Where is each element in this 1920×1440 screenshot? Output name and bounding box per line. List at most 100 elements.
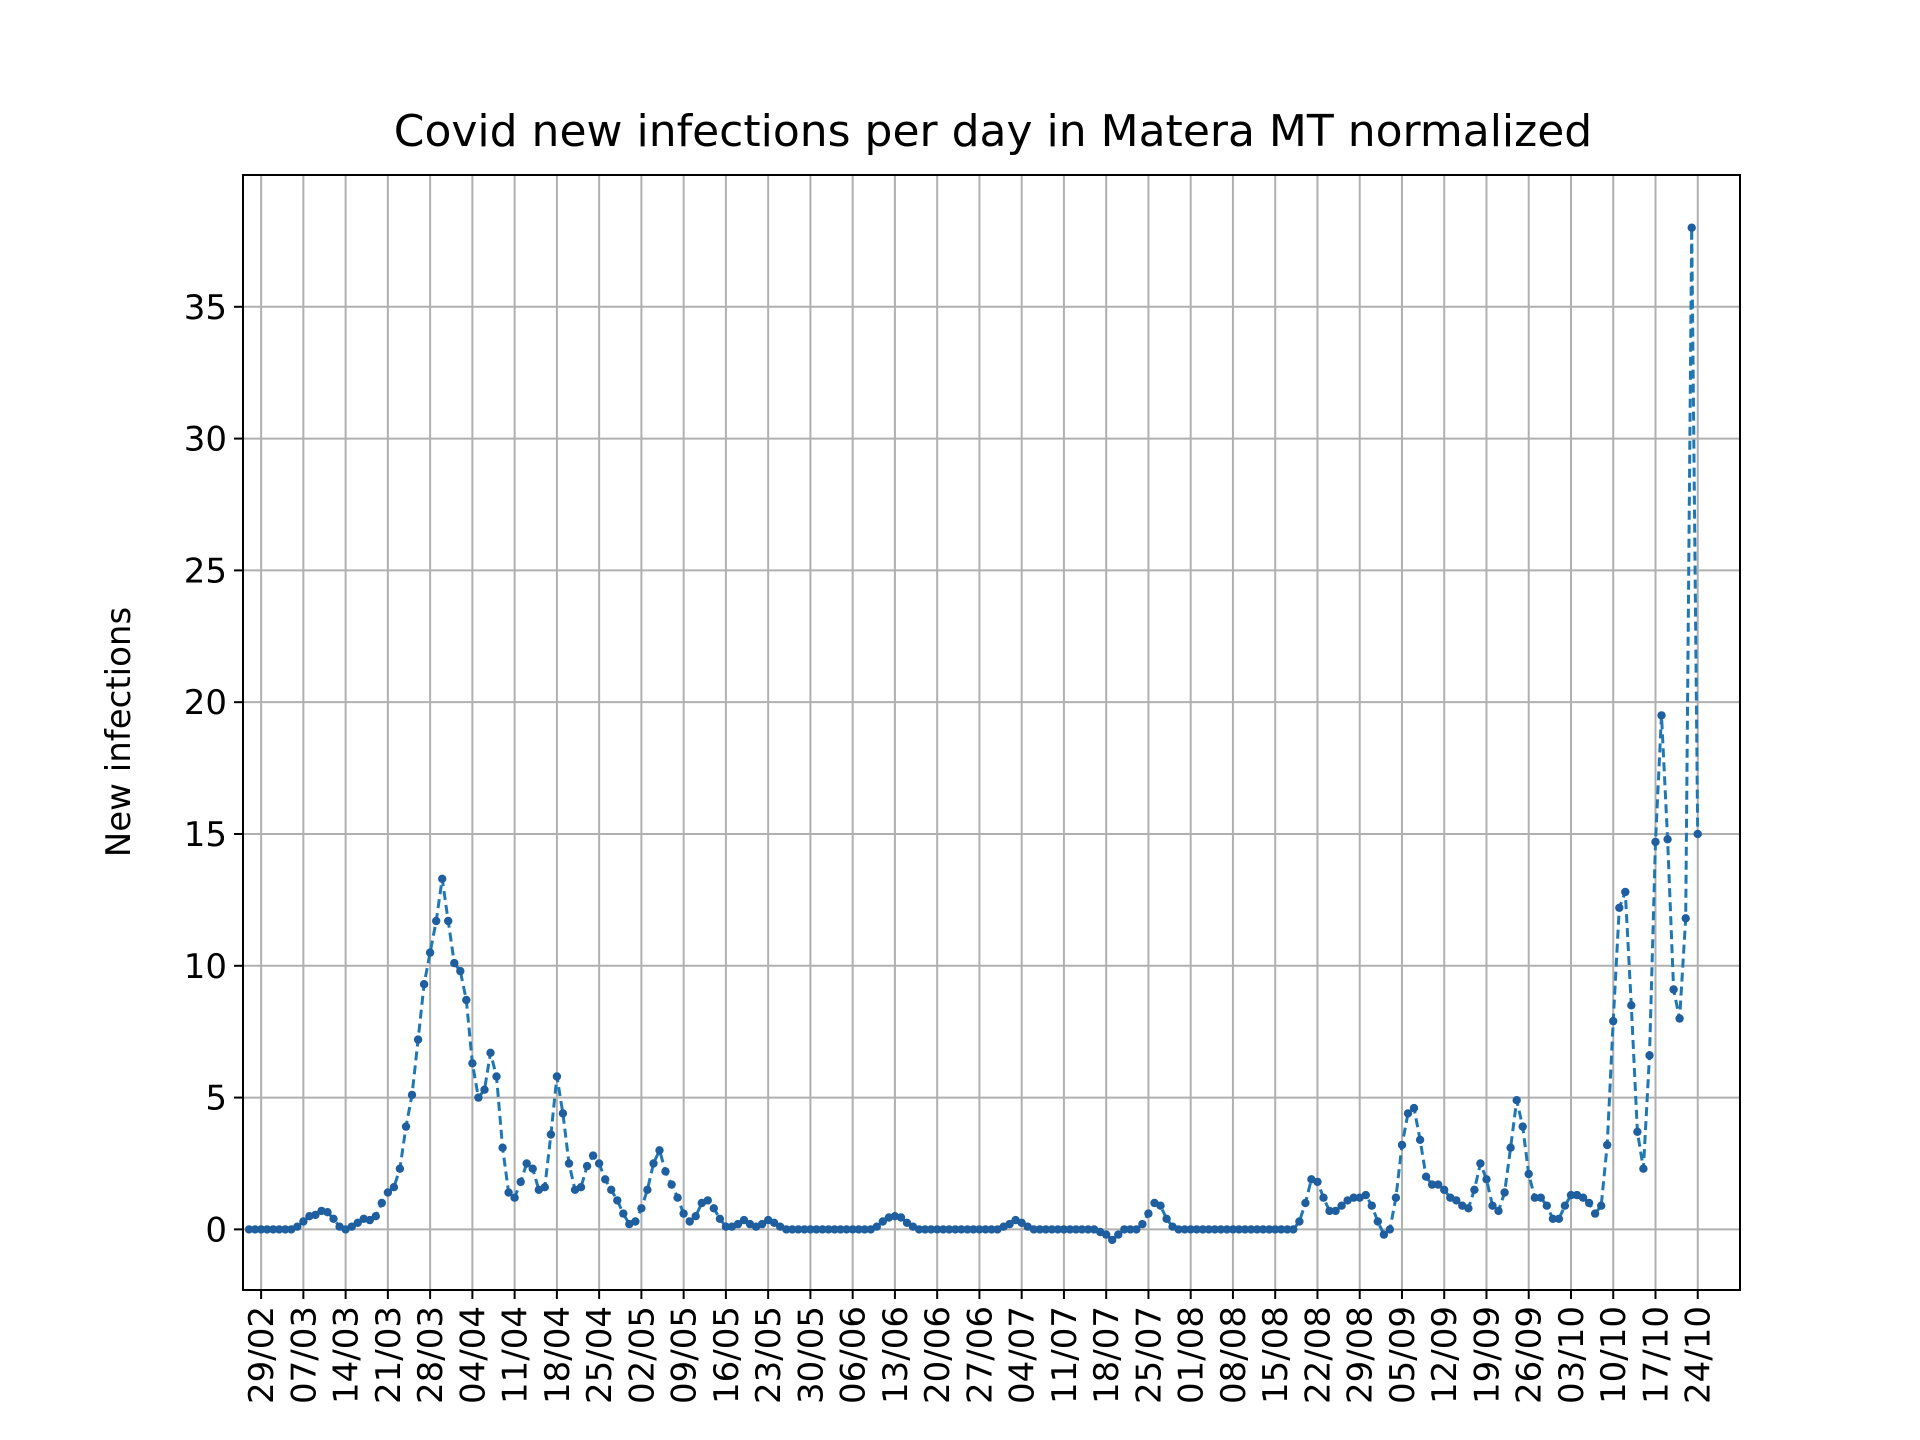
data-point-171 — [1277, 1225, 1286, 1234]
data-point-198 — [1440, 1185, 1449, 1195]
data-point-213 — [1530, 1193, 1540, 1202]
data-point-105 — [878, 1217, 887, 1226]
data-point-164 — [1234, 1225, 1244, 1234]
x-tick-label-19: 11/07 — [1045, 1306, 1085, 1404]
data-point-30 — [425, 948, 435, 957]
data-point-170 — [1271, 1225, 1280, 1234]
x-tick-label-7: 18/04 — [538, 1306, 578, 1404]
data-point-239 — [1687, 223, 1696, 232]
data-point-60 — [607, 1185, 616, 1195]
data-point-57 — [588, 1151, 598, 1160]
data-point-232 — [1645, 1051, 1654, 1060]
data-point-41 — [492, 1072, 501, 1081]
data-point-123 — [987, 1225, 996, 1234]
data-point-139 — [1083, 1225, 1093, 1234]
x-tick-label-25: 22/08 — [1298, 1306, 1338, 1404]
data-point-166 — [1246, 1225, 1256, 1234]
data-point-96 — [824, 1225, 833, 1234]
data-point-217 — [1554, 1214, 1564, 1224]
data-point-5 — [275, 1225, 284, 1234]
data-point-224 — [1597, 1201, 1606, 1210]
data-point-58 — [594, 1159, 604, 1168]
data-point-211 — [1518, 1122, 1527, 1131]
data-point-172 — [1283, 1225, 1292, 1234]
data-point-72 — [679, 1209, 688, 1218]
data-point-102 — [860, 1225, 869, 1234]
y-tick-label-0: 0 — [205, 1210, 227, 1250]
data-point-155 — [1180, 1225, 1189, 1234]
x-tick-label-2: 14/03 — [327, 1306, 367, 1404]
y-tick-label-3: 15 — [184, 815, 227, 855]
chart-title: Covid new infections per day in Matera M… — [394, 106, 1593, 157]
x-tick-label-13: 30/05 — [791, 1306, 831, 1404]
data-point-50 — [546, 1130, 556, 1139]
data-point-108 — [896, 1213, 906, 1222]
data-point-91 — [794, 1225, 803, 1234]
data-point-2 — [256, 1225, 266, 1234]
data-point-28 — [413, 1035, 423, 1044]
data-point-67 — [649, 1159, 658, 1168]
data-point-214 — [1536, 1193, 1546, 1202]
x-tick-label-16: 20/06 — [918, 1306, 958, 1404]
data-point-90 — [788, 1225, 797, 1234]
data-point-39 — [480, 1085, 489, 1094]
data-point-148 — [1138, 1219, 1147, 1229]
data-point-56 — [582, 1161, 592, 1171]
data-point-6 — [281, 1225, 290, 1234]
data-point-156 — [1186, 1225, 1195, 1234]
data-point-138 — [1077, 1225, 1087, 1234]
data-point-181 — [1337, 1201, 1346, 1210]
data-point-233 — [1651, 837, 1660, 847]
x-axis: 29/02 07/03 14/03 21/03 28/03 04/04 11/04 18/04… — [242, 1290, 1719, 1404]
x-tick-label-8: 25/04 — [580, 1306, 620, 1404]
data-point-95 — [818, 1225, 827, 1234]
series-markers — [244, 223, 1702, 1245]
y-tick-label-7: 35 — [184, 288, 227, 328]
data-point-196 — [1427, 1180, 1437, 1189]
data-point-192 — [1403, 1109, 1413, 1118]
data-point-85 — [757, 1219, 767, 1229]
data-point-25 — [395, 1164, 405, 1173]
data-point-45 — [516, 1177, 525, 1187]
data-point-178 — [1319, 1193, 1328, 1202]
data-point-126 — [1005, 1219, 1014, 1229]
data-point-55 — [576, 1183, 586, 1192]
data-point-92 — [800, 1225, 809, 1234]
data-point-185 — [1361, 1190, 1371, 1200]
data-point-33 — [444, 916, 453, 926]
data-point-26 — [401, 1122, 411, 1131]
data-point-154 — [1174, 1225, 1183, 1234]
data-point-117 — [951, 1225, 960, 1234]
data-point-137 — [1071, 1225, 1081, 1234]
data-point-240 — [1693, 829, 1702, 839]
x-tick-label-20: 18/07 — [1087, 1306, 1127, 1404]
data-point-47 — [528, 1164, 537, 1173]
x-tick-label-18: 04/07 — [1003, 1306, 1043, 1404]
data-point-130 — [1029, 1225, 1039, 1234]
data-point-13 — [323, 1208, 332, 1217]
data-point-180 — [1331, 1206, 1340, 1216]
data-point-43 — [504, 1188, 513, 1197]
plot-frame — [242, 174, 1741, 1291]
data-point-122 — [981, 1225, 990, 1234]
data-point-128 — [1017, 1218, 1026, 1228]
data-point-29 — [419, 980, 429, 989]
data-point-143 — [1108, 1235, 1117, 1245]
x-tick-label-1: 07/03 — [284, 1306, 324, 1404]
x-tick-label-29: 19/09 — [1467, 1306, 1507, 1404]
x-tick-label-26: 29/08 — [1341, 1306, 1381, 1404]
data-point-8 — [293, 1222, 302, 1231]
data-point-66 — [643, 1185, 652, 1195]
data-point-133 — [1047, 1225, 1057, 1234]
x-tick-label-4: 28/03 — [411, 1306, 451, 1404]
data-point-51 — [552, 1072, 562, 1081]
data-point-207 — [1494, 1206, 1503, 1216]
x-tick-label-11: 16/05 — [707, 1306, 747, 1404]
data-point-235 — [1663, 835, 1672, 844]
data-point-206 — [1488, 1201, 1497, 1210]
data-point-230 — [1633, 1127, 1642, 1137]
data-point-212 — [1524, 1169, 1533, 1179]
data-point-36 — [462, 995, 471, 1005]
data-point-42 — [498, 1143, 507, 1152]
data-point-77 — [709, 1204, 718, 1213]
